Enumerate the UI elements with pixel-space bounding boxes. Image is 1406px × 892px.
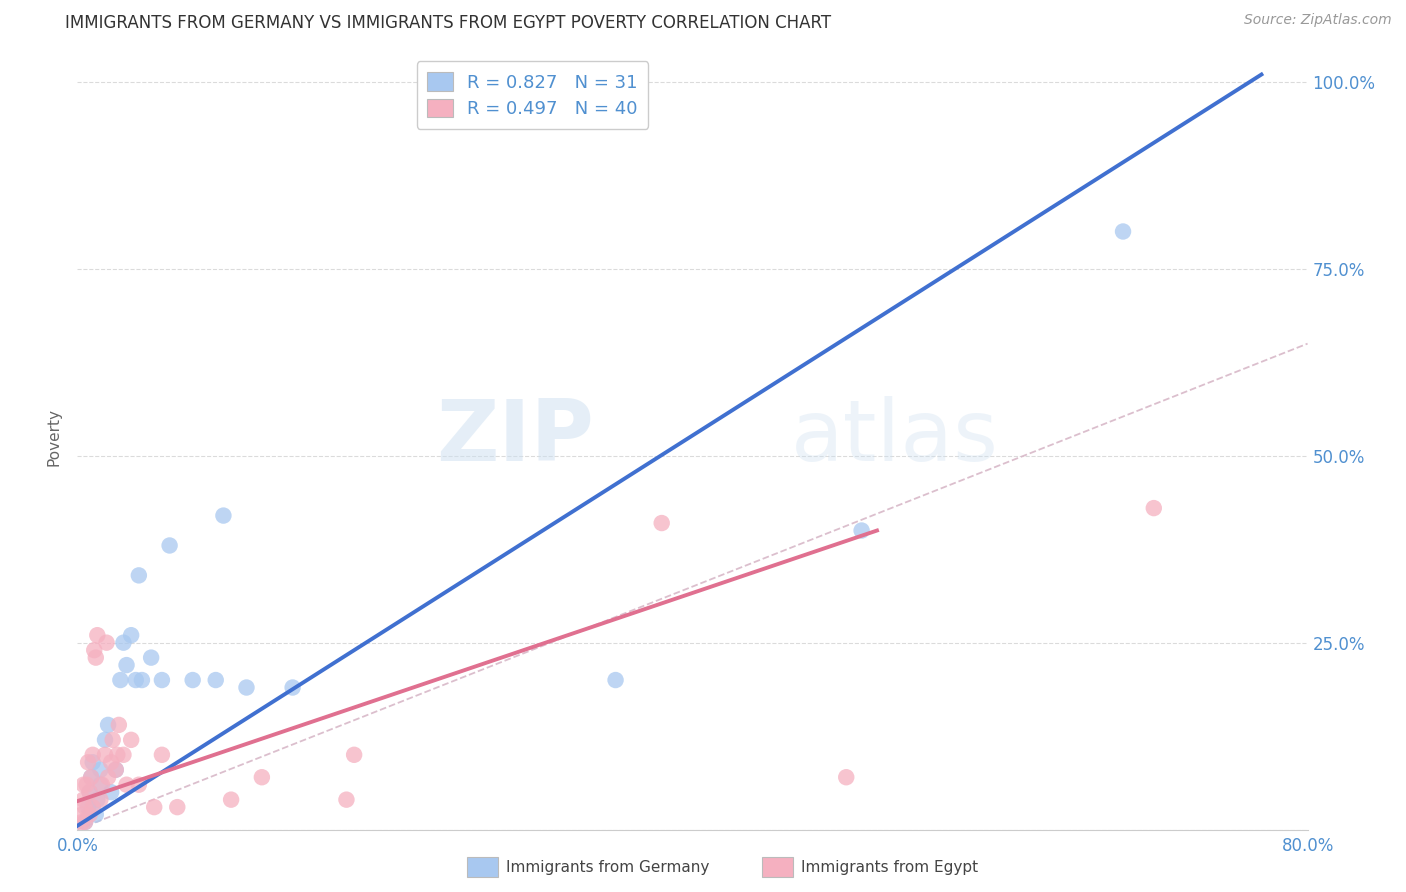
Point [105, 747, 128, 762]
Point [150, 673, 173, 687]
Text: IMMIGRANTS FROM GERMANY VS IMMIGRANTS FROM EGYPT POVERTY CORRELATION CHART: IMMIGRANTS FROM GERMANY VS IMMIGRANTS FR… [65, 14, 831, 32]
Point [131, 673, 153, 687]
Point [851, 524, 873, 538]
Point [79, 785, 101, 799]
Point [120, 628, 142, 642]
Point [84, 650, 107, 665]
Point [651, 516, 673, 530]
Point [70, 815, 93, 830]
Point [70, 807, 93, 822]
Point [335, 792, 357, 806]
Point [110, 673, 132, 687]
Point [1143, 501, 1166, 516]
Legend: R = 0.827   N = 31, R = 0.497   N = 40: R = 0.827 N = 31, R = 0.497 N = 40 [416, 62, 648, 129]
Point [143, 800, 166, 814]
Text: ZIP: ZIP [436, 395, 595, 479]
Point [250, 770, 273, 784]
Point [72, 792, 94, 806]
Point [73, 800, 96, 814]
Point [343, 747, 366, 762]
Point [94, 747, 117, 762]
Point [104, 763, 127, 777]
Point [1112, 225, 1135, 239]
Point [235, 681, 257, 695]
Point [84, 807, 107, 822]
Point [86, 792, 108, 806]
Point [86, 628, 108, 642]
Point [73, 815, 96, 830]
Point [89, 778, 111, 792]
Point [128, 568, 150, 582]
Point [181, 673, 204, 687]
Text: Immigrants from Egypt: Immigrants from Egypt [801, 861, 979, 875]
Point [108, 718, 131, 732]
Point [141, 650, 163, 665]
Point [100, 785, 122, 799]
Text: Source: ZipAtlas.com: Source: ZipAtlas.com [1244, 13, 1392, 28]
Point [77, 756, 100, 770]
Point [90, 778, 114, 792]
Point [83, 643, 105, 657]
Point [104, 763, 127, 777]
Point [82, 747, 104, 762]
Point [159, 539, 181, 553]
Point [219, 792, 242, 806]
Y-axis label: Poverty: Poverty [46, 408, 62, 467]
Point [80, 770, 103, 784]
Point [835, 770, 858, 784]
Point [101, 732, 124, 747]
Point [80, 770, 103, 784]
Point [89, 792, 111, 806]
Point [204, 673, 226, 687]
Point [97, 770, 120, 784]
Point [76, 778, 98, 792]
Point [112, 747, 135, 762]
Point [77, 800, 100, 814]
Text: Immigrants from Germany: Immigrants from Germany [506, 861, 710, 875]
Point [89, 763, 111, 777]
Point [281, 681, 304, 695]
Point [100, 756, 122, 770]
Point [94, 732, 117, 747]
Text: atlas: atlas [792, 395, 998, 479]
Point [112, 635, 135, 649]
Point [73, 815, 96, 830]
Point [115, 778, 138, 792]
Point [82, 800, 104, 814]
Point [166, 800, 188, 814]
Point [97, 718, 120, 732]
Point [96, 635, 118, 649]
Point [72, 778, 94, 792]
Point [128, 778, 150, 792]
Point [125, 673, 148, 687]
Point [82, 756, 104, 770]
Point [120, 732, 142, 747]
Point [115, 658, 138, 673]
Point [79, 807, 101, 822]
Point [79, 785, 101, 799]
Point [212, 508, 235, 523]
Point [150, 747, 173, 762]
Point [605, 673, 627, 687]
